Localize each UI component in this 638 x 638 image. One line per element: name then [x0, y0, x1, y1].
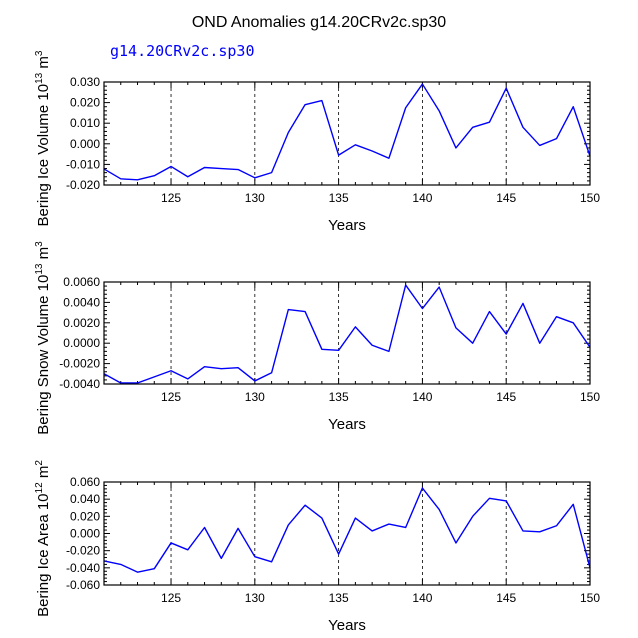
c1-xtick-label-4: 145	[496, 390, 516, 404]
c0-ylabel-sup1: 13	[34, 72, 45, 84]
c0-xtick-label-0: 125	[161, 191, 181, 205]
c0-series-line	[103, 83, 591, 181]
c1-ylabel: Bering Snow Volume 1013 m3	[34, 241, 52, 435]
c2-xtick-label-4: 145	[496, 591, 516, 605]
c1-xtick-label-0: 125	[161, 390, 181, 404]
c1-ylabel-sup2: 3	[34, 241, 45, 247]
c0-ytick-label-3: 0.010	[70, 116, 100, 130]
c2-xtick-label-0: 125	[161, 591, 181, 605]
c2-ytick-label-0: -0.060	[66, 578, 100, 592]
panel-ice-volume: -0.020 -0.010 0.000 0.010 0.020 0.030 125 130 13…	[34, 42, 600, 234]
c2-ytick-label-1: -0.040	[66, 561, 100, 575]
c0-ylabel-sup2: 3	[34, 50, 45, 56]
c1-xtick-label-1: 130	[245, 390, 265, 404]
c0-ylabel-text: Bering Ice Volume 10	[35, 84, 52, 227]
c2-xlabel: Years	[328, 617, 366, 634]
c1-ytick-label-2: 0.0000	[63, 336, 100, 350]
c2-ytick-label-2: -0.020	[66, 544, 100, 558]
c1-ylabel-sup1: 13	[34, 263, 45, 275]
c1-ylabel-text: Bering Snow Volume 10	[35, 275, 52, 435]
c0-ytick-label-1: -0.010	[66, 157, 100, 171]
c1-xtick-label-3: 140	[412, 390, 432, 404]
c0-xtick-label-4: 145	[496, 191, 516, 205]
c2-ytick-label-3: 0.000	[70, 527, 100, 541]
c1-plot-frame	[103, 281, 591, 385]
c1-series-line	[103, 284, 591, 384]
c2-ylabel: Bering Ice Area 1012 m2	[34, 460, 52, 617]
c0-legend-label: g14.20CRv2c.sp30	[110, 42, 255, 60]
c2-plot-frame	[103, 481, 591, 586]
c2-xtick-label-2: 135	[329, 591, 349, 605]
c0-ytick-label-0: -0.020	[66, 178, 100, 192]
c2-ytick-label-6: 0.060	[70, 475, 100, 489]
c1-ytick-label-4: 0.0040	[63, 295, 100, 309]
c1-ylabel-unit: m	[35, 247, 52, 264]
c0-plot-frame	[103, 81, 591, 186]
panel-ice-area: -0.060 -0.040 -0.020 0.000 0.020 0.040 0.060 12…	[34, 460, 600, 634]
c0-ytick-label-2: 0.000	[70, 137, 100, 151]
c2-xtick-label-3: 140	[412, 591, 432, 605]
c0-ylabel-unit: m	[35, 56, 52, 73]
c2-ytick-label-5: 0.040	[70, 492, 100, 506]
c0-xtick-label-5: 150	[580, 191, 600, 205]
main-title: OND Anomalies g14.20CRv2c.sp30	[192, 14, 446, 31]
c1-ytick-label-3: 0.0020	[63, 316, 100, 330]
c0-xlabel: Years	[328, 217, 366, 234]
c2-series-line	[103, 487, 591, 573]
c1-ytick-label-0: -0.0040	[59, 377, 100, 391]
c0-ytick-label-5: 0.030	[70, 75, 100, 89]
c0-xtick-label-2: 135	[329, 191, 349, 205]
c1-xtick-label-2: 135	[329, 390, 349, 404]
c0-ylabel: Bering Ice Volume 1013 m3	[34, 50, 52, 226]
c0-xtick-label-3: 140	[412, 191, 432, 205]
c2-ytick-label-4: 0.020	[70, 509, 100, 523]
c0-ytick-label-4: 0.020	[70, 96, 100, 110]
c0-xtick-label-1: 130	[245, 191, 265, 205]
c2-ylabel-sup1: 12	[34, 482, 45, 494]
c2-xtick-label-1: 130	[245, 591, 265, 605]
c2-xtick-label-5: 150	[580, 591, 600, 605]
c1-xtick-label-5: 150	[580, 390, 600, 404]
c2-ylabel-unit: m	[35, 466, 52, 483]
c1-ytick-label-1: -0.0020	[59, 357, 100, 371]
panel-snow-volume: -0.0040 -0.0020 0.0000 0.0020 0.0040 0.0060 12…	[34, 241, 600, 435]
c2-ylabel-text: Bering Ice Area 10	[35, 493, 52, 616]
c1-xlabel: Years	[328, 416, 366, 433]
c2-ylabel-sup2: 2	[34, 460, 45, 466]
c1-ytick-label-5: 0.0060	[63, 275, 100, 289]
